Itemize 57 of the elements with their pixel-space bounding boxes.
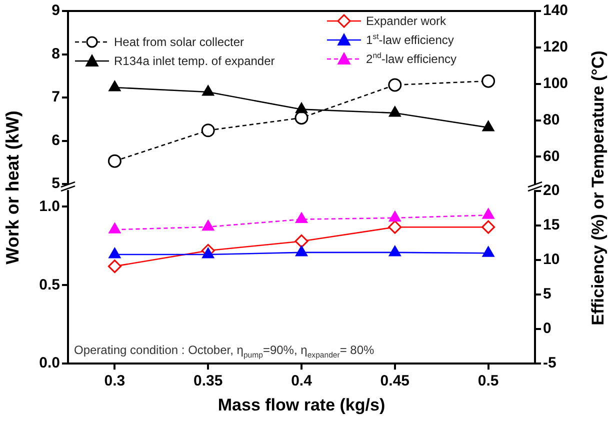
point	[108, 247, 121, 258]
legend-label: Heat from solar collecter	[114, 34, 244, 48]
point	[388, 106, 401, 117]
y2-tick-label: 80	[543, 111, 560, 128]
point	[482, 74, 496, 88]
point	[482, 220, 496, 234]
y2-tick-label: 5	[543, 285, 552, 302]
point	[296, 245, 308, 256]
y-axis-title: Work or heat (kW)	[2, 110, 24, 264]
point	[202, 247, 214, 258]
y2-tick-label: -5	[543, 354, 556, 372]
point	[202, 220, 214, 230]
y2-tick-label: 140	[543, 2, 568, 20]
x-tick-label: 0.45	[380, 372, 410, 390]
legend-label: 2$^{nd}$-law efficiency	[366, 51, 457, 66]
point	[294, 234, 308, 248]
point	[482, 208, 494, 218]
y2-tick-label: 15	[543, 216, 560, 234]
point	[202, 85, 214, 96]
x-tick-label: 0.3	[104, 372, 126, 390]
y-tick-label: 5	[52, 175, 60, 192]
legend-label: Expander work	[366, 14, 446, 28]
annotation: Operating condition : October, η$_{pump}$=90%, η$_{expander}$= 80%	[74, 343, 374, 360]
y-tick-label: 1.0	[39, 197, 60, 214]
y2-tick-label: 120	[543, 38, 568, 56]
y-tick-label: 8	[52, 45, 60, 62]
point	[296, 212, 308, 223]
point	[388, 210, 401, 222]
y2-tick-label: 0	[543, 320, 552, 337]
y-tick-label: 0.0	[39, 354, 60, 372]
x-axis-title: Mass flow rate (kg/s)	[218, 394, 386, 414]
x-tick-label: 0.35	[194, 372, 223, 390]
point	[388, 245, 401, 256]
y2-tick-label: 10	[543, 250, 560, 268]
x-tick-label: 0.4	[291, 372, 313, 390]
point	[296, 102, 308, 114]
point	[108, 80, 121, 92]
y-tick-label: 0.5	[39, 276, 60, 293]
point	[108, 222, 121, 233]
point	[108, 154, 122, 168]
point	[201, 124, 215, 138]
y2-tick-label: 20	[543, 182, 560, 199]
point	[482, 120, 494, 132]
point	[294, 111, 308, 125]
point	[108, 259, 122, 273]
y-tick-label: 7	[52, 88, 60, 106]
point	[482, 246, 494, 256]
legend-label: 1$^{st}$-law efficiency	[366, 32, 454, 47]
point	[388, 78, 402, 92]
legend-label: R134a inlet temp. of expander	[114, 54, 275, 68]
y-tick-label: 9	[52, 2, 60, 20]
y2-axis-title: Efficiency (%) or Temperature (°C)	[588, 50, 608, 325]
y2-tick-label: 60	[543, 148, 560, 165]
point	[388, 220, 402, 234]
x-tick-label: 0.5	[478, 372, 499, 390]
y2-tick-label: 100	[543, 74, 568, 92]
y-tick-label: 6	[52, 132, 60, 149]
